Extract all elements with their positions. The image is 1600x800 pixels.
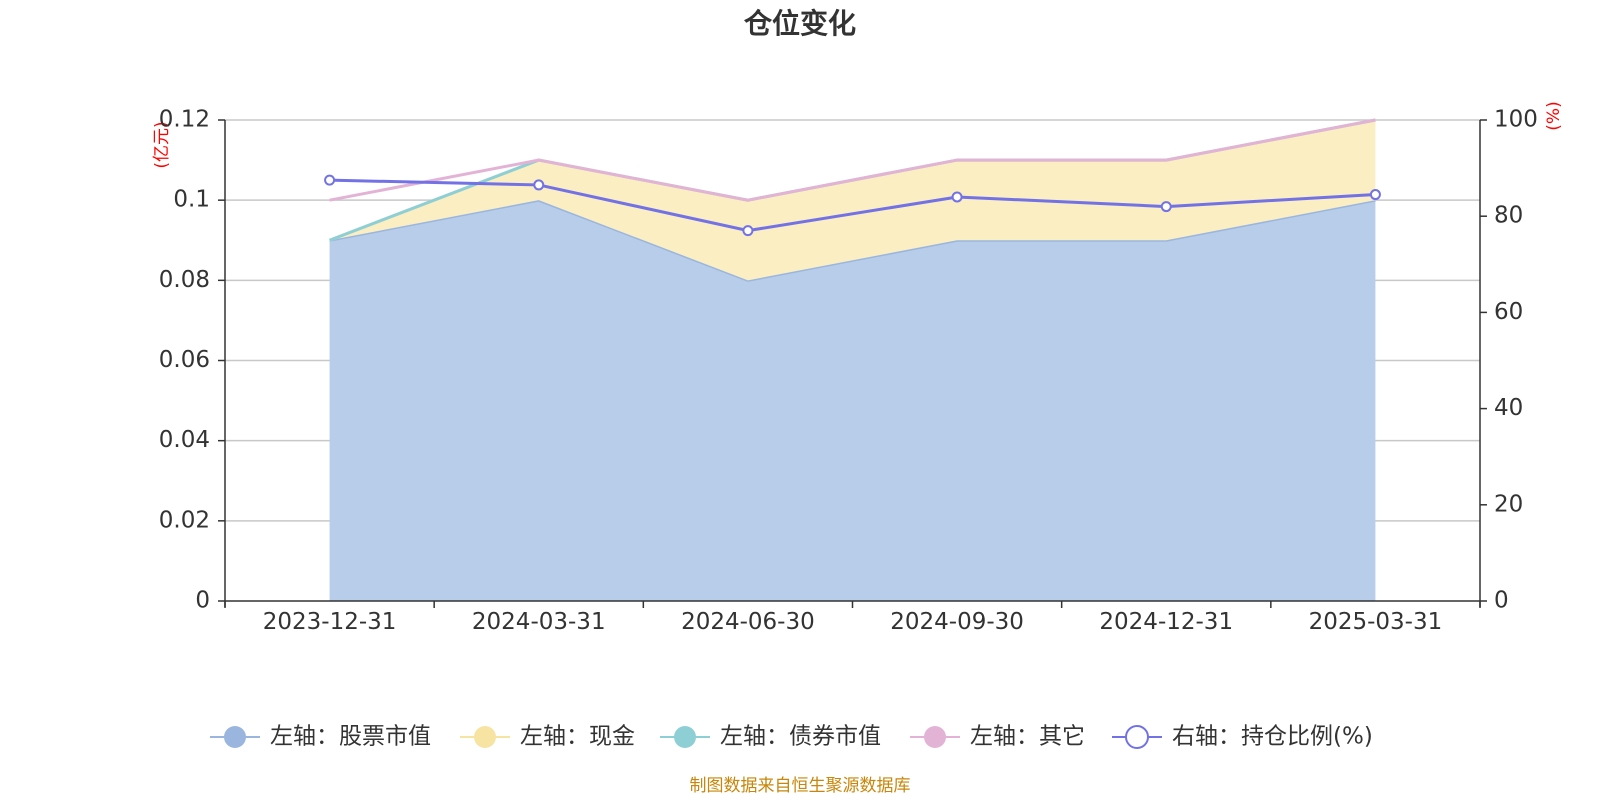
right-tick-label: 40 xyxy=(1494,395,1523,421)
series-layer xyxy=(324,118,1381,601)
ratio-line xyxy=(329,178,1376,233)
legend-label-1: 左轴：现金 xyxy=(520,724,635,750)
left-tick-label: 0.06 xyxy=(159,347,210,373)
legend-label-0: 左轴：股票市值 xyxy=(270,724,431,750)
line-series-3 xyxy=(329,118,1376,202)
right-tick-label: 20 xyxy=(1494,491,1523,517)
x-tick-label: 2023-12-31 xyxy=(263,609,397,635)
left-tick-label: 0.04 xyxy=(159,427,210,453)
left-axis-unit: (亿元) xyxy=(152,121,172,168)
left-tick-label: 0.02 xyxy=(159,507,210,533)
legend-marker-2 xyxy=(674,726,696,748)
legend-marker-4 xyxy=(1125,725,1149,749)
data-source-note: 制图数据来自恒生聚源数据库 xyxy=(690,776,911,796)
chart-title: 仓位变化 xyxy=(744,7,856,40)
left-tick-label: 0.1 xyxy=(173,187,210,213)
ratio-point xyxy=(1369,189,1381,201)
ratio-point xyxy=(533,179,545,191)
area-0 xyxy=(329,200,1376,601)
legend-label-3: 左轴：其它 xyxy=(970,724,1085,750)
right-tick-label: 100 xyxy=(1494,107,1538,133)
x-tick-label: 2024-03-31 xyxy=(472,609,606,635)
ratio-point xyxy=(324,174,336,186)
right-axis-unit: (%) xyxy=(1544,101,1564,130)
right-tick-label: 0 xyxy=(1494,588,1509,614)
legend-marker-3 xyxy=(924,726,946,748)
ratio-point xyxy=(1160,201,1172,213)
left-tick-label: 0.08 xyxy=(159,267,210,293)
right-tick-label: 60 xyxy=(1494,299,1523,325)
left-tick-label: 0.12 xyxy=(159,107,210,133)
legend-label-2: 左轴：债券市值 xyxy=(720,724,881,750)
axes: (亿元) (%) 0 0.02 0.04 0.06 0.08 0.1 0.12 0 20 40 60… xyxy=(152,101,1564,635)
ratio-point xyxy=(742,225,754,237)
legend-marker-0 xyxy=(224,726,246,748)
x-tick-label: 2024-09-30 xyxy=(890,609,1024,635)
legend: 左轴：股票市值 左轴：现金 左轴：债券市值 左轴：其它 右轴：持仓比例(%) xyxy=(210,724,1373,750)
x-tick-label: 2025-03-31 xyxy=(1309,609,1443,635)
legend-label-4: 右轴：持仓比例(%) xyxy=(1172,724,1373,750)
x-tick-label: 2024-06-30 xyxy=(681,609,815,635)
right-tick-label: 80 xyxy=(1494,203,1523,229)
legend-marker-1 xyxy=(474,726,496,748)
x-tick-label: 2024-12-31 xyxy=(1099,609,1233,635)
ratio-point xyxy=(951,191,963,203)
left-tick-label: 0 xyxy=(195,588,210,614)
